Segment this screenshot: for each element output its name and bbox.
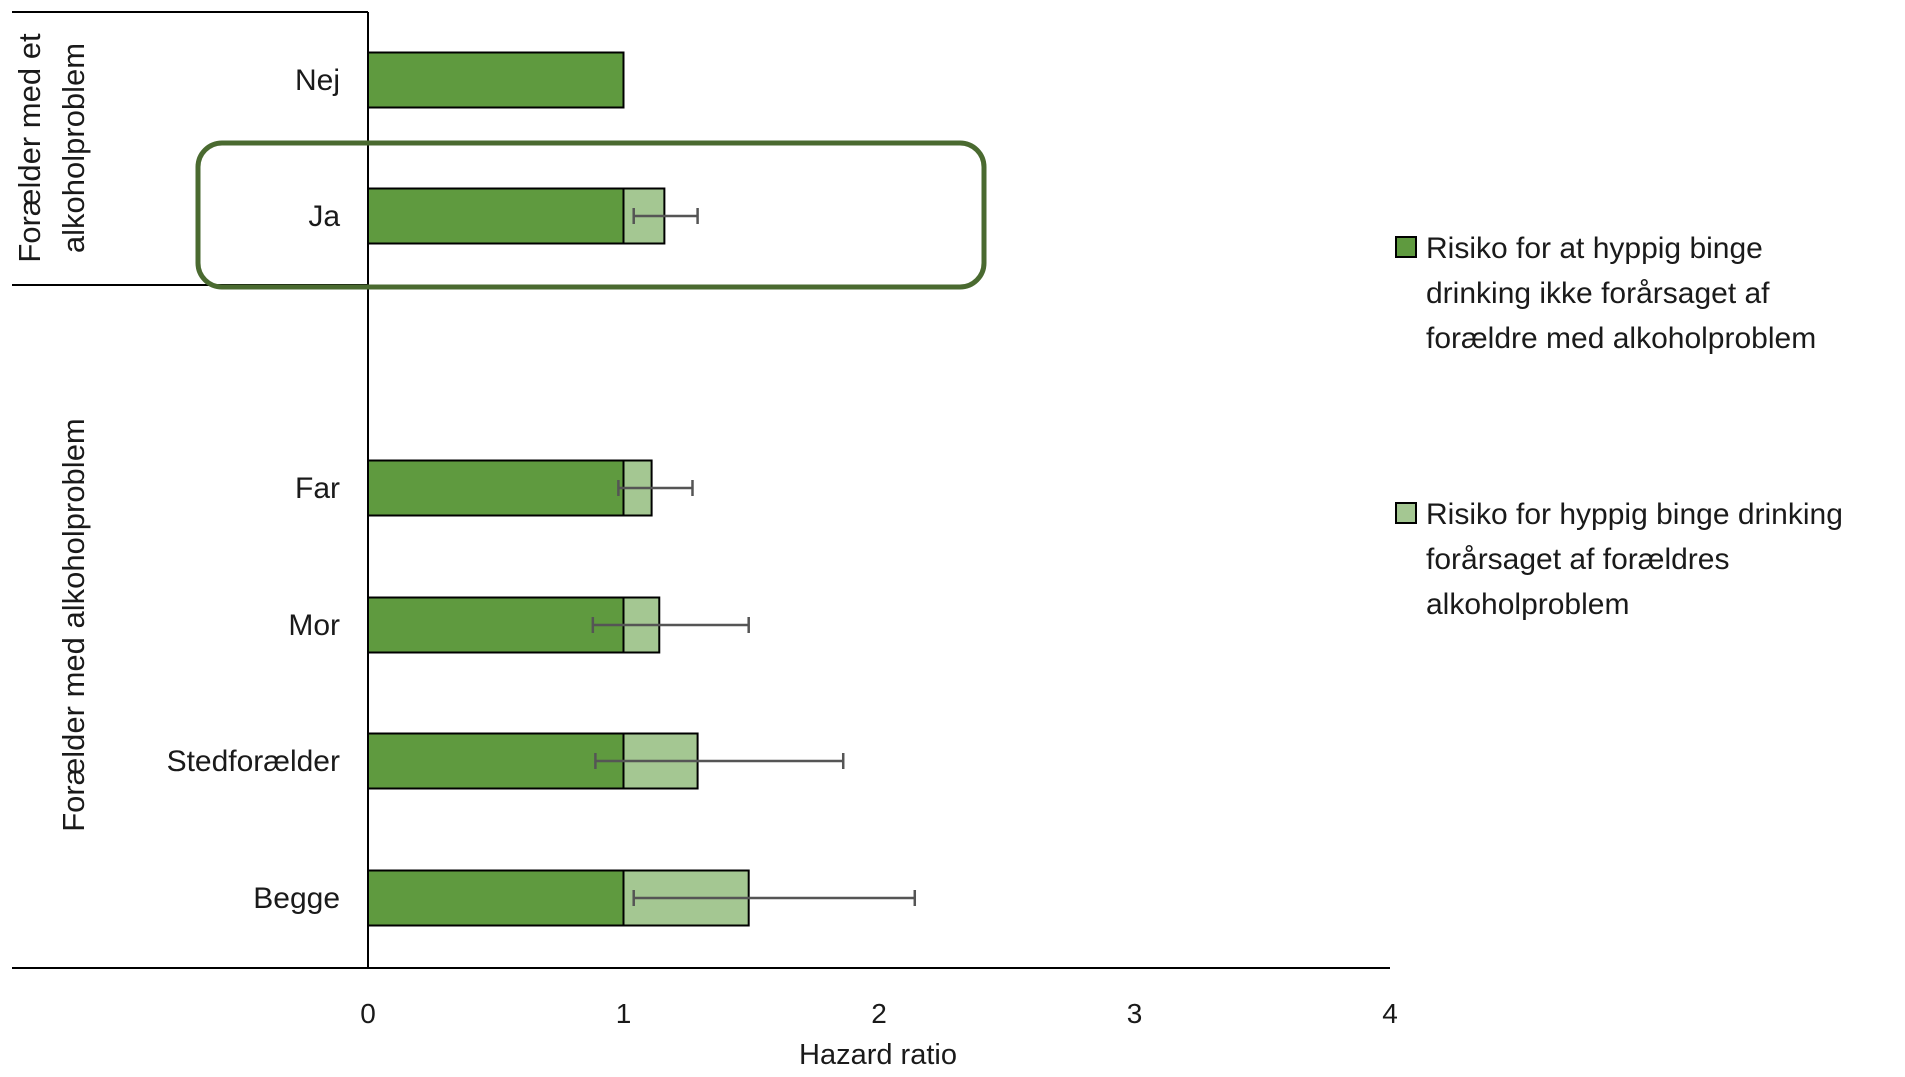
x-tick-label-4: 4 <box>1382 998 1398 1029</box>
bar-nej-series-1 <box>367 51 625 109</box>
bar-begge-series-1 <box>367 869 625 927</box>
group-labels: Forælder med et alkoholproblem Forælder me… <box>12 33 91 832</box>
group-label-1-line-2: alkoholproblem <box>56 43 91 253</box>
highlight-box <box>195 140 987 290</box>
legend-swatch-1 <box>1395 236 1417 258</box>
legend-text-2-line-1: Risiko for hyppig binge drinking <box>1426 498 1843 531</box>
error-bars <box>591 208 917 906</box>
category-label-far: Far <box>295 472 340 505</box>
bar-ja-series-1 <box>367 187 625 245</box>
x-tick-label-2: 2 <box>871 998 887 1029</box>
category-label-nej: Nej <box>295 64 340 97</box>
x-tick-label-1: 1 <box>616 998 632 1029</box>
legend-text-1-line-2: drinking ikke forårsaget af <box>1426 277 1770 310</box>
x-axis-ticks: 0 1 2 3 4 <box>360 998 1398 1029</box>
highlight-box-ja <box>195 140 987 290</box>
legend-text-2-line-2: forårsaget af forældres <box>1426 543 1729 576</box>
legend-text-1-line-1: Risiko for at hyppig binge <box>1426 232 1763 265</box>
category-labels: Nej Ja Far Mor Stedforælder Begge <box>167 64 341 915</box>
legend-text-1-line-3: forældre med alkoholproblem <box>1426 322 1816 355</box>
legend-text-2-line-3: alkoholproblem <box>1426 588 1629 621</box>
group-label-1-line-1: Forælder med et <box>12 33 47 263</box>
bar-far-series-1 <box>367 459 625 517</box>
x-axis-label: Hazard ratio <box>799 1039 957 1071</box>
group-label-2-line-1: Forælder med alkoholproblem <box>56 418 91 832</box>
bar-mor-series-1 <box>367 596 625 654</box>
category-label-stedforælder: Stedforælder <box>167 745 340 778</box>
x-tick-label-3: 3 <box>1127 998 1143 1029</box>
category-label-ja: Ja <box>308 200 340 233</box>
legend-swatch-2 <box>1395 502 1417 524</box>
category-label-mor: Mor <box>288 609 340 642</box>
bar-stedforælder-series-1 <box>367 732 625 790</box>
x-tick-label-0: 0 <box>360 998 376 1029</box>
category-label-begge: Begge <box>253 882 340 915</box>
legend: Risiko for at hyppig binge drinking ikke … <box>1395 232 1843 621</box>
chart-frame <box>12 11 1390 969</box>
